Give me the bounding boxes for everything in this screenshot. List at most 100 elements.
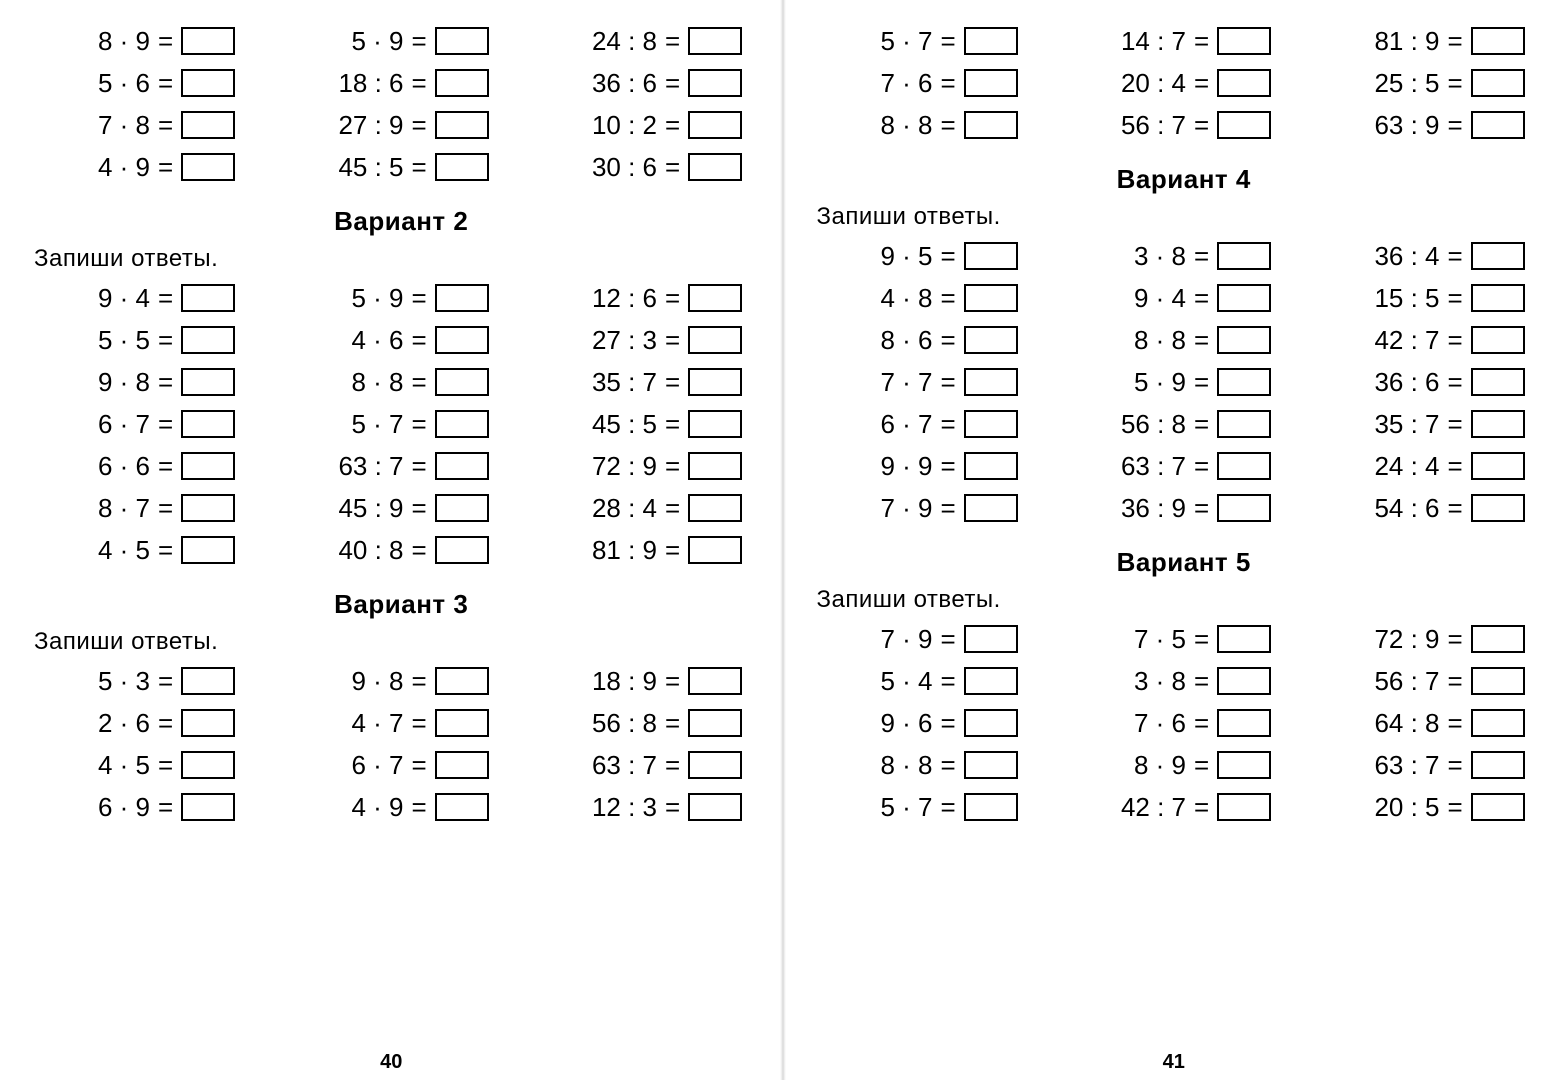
expression: 3 · 8 (1066, 668, 1186, 694)
answer-box[interactable] (181, 326, 235, 354)
answer-box[interactable] (964, 709, 1018, 737)
answer-box[interactable] (181, 111, 235, 139)
answer-box[interactable] (964, 69, 1018, 97)
answer-box[interactable] (1217, 410, 1271, 438)
answer-box[interactable] (181, 69, 235, 97)
equals-sign: = (933, 411, 964, 437)
answer-box[interactable] (688, 452, 742, 480)
answer-box[interactable] (181, 751, 235, 779)
answer-box[interactable] (181, 494, 235, 522)
answer-box[interactable] (181, 709, 235, 737)
answer-box[interactable] (964, 452, 1018, 480)
answer-box[interactable] (964, 326, 1018, 354)
answer-box[interactable] (964, 27, 1018, 55)
answer-box[interactable] (435, 368, 489, 396)
answer-box[interactable] (1471, 69, 1525, 97)
answer-box[interactable] (964, 242, 1018, 270)
answer-box[interactable] (688, 709, 742, 737)
answer-box[interactable] (688, 751, 742, 779)
answer-box[interactable] (181, 667, 235, 695)
answer-box[interactable] (1217, 242, 1271, 270)
answer-box[interactable] (435, 494, 489, 522)
answer-box[interactable] (435, 284, 489, 312)
answer-box[interactable] (1217, 494, 1271, 522)
expression: 5 · 5 (30, 327, 150, 353)
answer-box[interactable] (181, 284, 235, 312)
answer-box[interactable] (1471, 410, 1525, 438)
answer-box[interactable] (1471, 284, 1525, 312)
answer-box[interactable] (1217, 326, 1271, 354)
answer-box[interactable] (1471, 709, 1525, 737)
answer-box[interactable] (688, 284, 742, 312)
answer-box[interactable] (1471, 452, 1525, 480)
answer-box[interactable] (181, 368, 235, 396)
answer-box[interactable] (1471, 242, 1525, 270)
answer-box[interactable] (435, 111, 489, 139)
answer-box[interactable] (964, 625, 1018, 653)
answer-box[interactable] (1217, 27, 1271, 55)
answer-box[interactable] (435, 751, 489, 779)
answer-box[interactable] (688, 326, 742, 354)
answer-box[interactable] (181, 27, 235, 55)
answer-box[interactable] (1217, 111, 1271, 139)
answer-box[interactable] (435, 27, 489, 55)
answer-box[interactable] (1217, 452, 1271, 480)
answer-box[interactable] (1471, 625, 1525, 653)
answer-box[interactable] (181, 153, 235, 181)
answer-box[interactable] (435, 667, 489, 695)
answer-box[interactable] (435, 452, 489, 480)
answer-box[interactable] (1471, 751, 1525, 779)
answer-box[interactable] (688, 667, 742, 695)
answer-box[interactable] (688, 368, 742, 396)
answer-box[interactable] (435, 410, 489, 438)
answer-box[interactable] (1217, 751, 1271, 779)
answer-box[interactable] (964, 494, 1018, 522)
answer-box[interactable] (688, 793, 742, 821)
answer-box[interactable] (435, 69, 489, 97)
answer-box[interactable] (1471, 27, 1525, 55)
answer-box[interactable] (964, 111, 1018, 139)
exercise-row: 8 · 7= (30, 487, 266, 529)
answer-box[interactable] (688, 27, 742, 55)
answer-box[interactable] (435, 326, 489, 354)
answer-box[interactable] (1217, 284, 1271, 312)
exercise-row: 45 : 9= (284, 487, 520, 529)
answer-box[interactable] (1217, 793, 1271, 821)
answer-box[interactable] (1471, 793, 1525, 821)
answer-box[interactable] (1217, 69, 1271, 97)
answer-box[interactable] (1217, 625, 1271, 653)
answer-box[interactable] (1217, 709, 1271, 737)
answer-box[interactable] (1471, 368, 1525, 396)
exercise-row: 7 · 9= (813, 487, 1049, 529)
answer-box[interactable] (435, 153, 489, 181)
answer-box[interactable] (964, 284, 1018, 312)
answer-box[interactable] (181, 536, 235, 564)
answer-box[interactable] (688, 153, 742, 181)
answer-box[interactable] (688, 536, 742, 564)
expression: 8 · 9 (1066, 752, 1186, 778)
answer-box[interactable] (964, 410, 1018, 438)
answer-box[interactable] (181, 410, 235, 438)
answer-box[interactable] (1471, 111, 1525, 139)
answer-box[interactable] (964, 667, 1018, 695)
answer-box[interactable] (181, 452, 235, 480)
answer-box[interactable] (964, 368, 1018, 396)
answer-box[interactable] (688, 410, 742, 438)
expression: 5 · 9 (1066, 369, 1186, 395)
answer-box[interactable] (435, 709, 489, 737)
answer-box[interactable] (435, 793, 489, 821)
answer-box[interactable] (181, 793, 235, 821)
answer-box[interactable] (688, 111, 742, 139)
answer-box[interactable] (1471, 494, 1525, 522)
expression: 8 · 7 (30, 495, 150, 521)
answer-box[interactable] (1471, 667, 1525, 695)
answer-box[interactable] (1471, 326, 1525, 354)
answer-box[interactable] (688, 69, 742, 97)
answer-box[interactable] (1217, 667, 1271, 695)
answer-box[interactable] (1217, 368, 1271, 396)
answer-box[interactable] (688, 494, 742, 522)
answer-box[interactable] (964, 793, 1018, 821)
answer-box[interactable] (435, 536, 489, 564)
answer-box[interactable] (964, 751, 1018, 779)
equals-sign: = (1186, 710, 1217, 736)
